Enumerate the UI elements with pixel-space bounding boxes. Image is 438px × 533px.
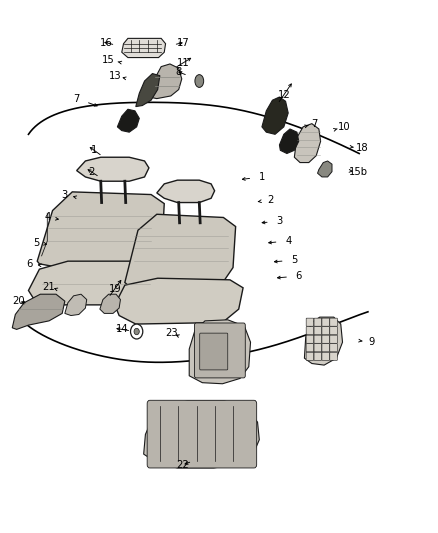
Text: 3: 3 (62, 190, 68, 199)
FancyBboxPatch shape (306, 344, 314, 352)
FancyBboxPatch shape (314, 327, 321, 335)
Polygon shape (279, 129, 299, 154)
Text: 20: 20 (12, 296, 25, 306)
Text: 9: 9 (368, 337, 374, 347)
Text: 1: 1 (91, 146, 97, 155)
Text: 4: 4 (44, 213, 50, 222)
FancyBboxPatch shape (314, 344, 321, 352)
FancyBboxPatch shape (330, 352, 337, 360)
Polygon shape (77, 157, 149, 181)
Circle shape (131, 324, 143, 339)
Text: 2: 2 (88, 167, 94, 176)
Polygon shape (304, 317, 343, 365)
Text: 1: 1 (259, 172, 265, 182)
Text: 16: 16 (99, 38, 113, 47)
Text: 23: 23 (166, 328, 178, 338)
Polygon shape (65, 294, 87, 316)
Polygon shape (125, 214, 236, 289)
Text: 7: 7 (74, 94, 80, 103)
Polygon shape (294, 124, 321, 163)
Polygon shape (122, 38, 166, 58)
Text: 5: 5 (33, 238, 39, 247)
Ellipse shape (195, 75, 204, 87)
Polygon shape (318, 161, 332, 177)
Text: 15: 15 (102, 55, 115, 64)
Text: 2: 2 (268, 195, 274, 205)
Polygon shape (189, 320, 251, 384)
Polygon shape (100, 294, 120, 313)
FancyBboxPatch shape (330, 344, 337, 352)
FancyBboxPatch shape (306, 327, 314, 335)
Polygon shape (157, 180, 215, 203)
Text: 15b: 15b (349, 167, 368, 176)
FancyBboxPatch shape (322, 327, 329, 335)
Text: 7: 7 (311, 119, 318, 128)
Text: 17: 17 (177, 38, 190, 47)
Polygon shape (149, 64, 182, 99)
FancyBboxPatch shape (314, 352, 321, 360)
Polygon shape (262, 97, 288, 134)
Polygon shape (28, 261, 171, 305)
Polygon shape (12, 294, 65, 329)
FancyBboxPatch shape (147, 400, 257, 468)
FancyBboxPatch shape (322, 335, 329, 343)
Polygon shape (37, 192, 164, 269)
Text: 13: 13 (109, 71, 121, 80)
Polygon shape (117, 109, 139, 132)
FancyBboxPatch shape (194, 323, 245, 378)
Text: 22: 22 (177, 460, 190, 470)
FancyBboxPatch shape (330, 335, 337, 343)
Text: 11: 11 (177, 58, 190, 68)
Text: 6: 6 (296, 271, 302, 281)
Polygon shape (136, 74, 160, 107)
Text: 18: 18 (357, 143, 369, 153)
Text: 4: 4 (285, 236, 291, 246)
FancyBboxPatch shape (306, 335, 314, 343)
FancyBboxPatch shape (322, 318, 329, 326)
FancyBboxPatch shape (322, 344, 329, 352)
FancyBboxPatch shape (314, 318, 321, 326)
Text: 8: 8 (176, 67, 182, 77)
Text: 19: 19 (108, 284, 121, 294)
Text: 14: 14 (116, 325, 128, 334)
FancyBboxPatch shape (306, 352, 314, 360)
Text: 6: 6 (27, 259, 33, 269)
Text: 5: 5 (291, 255, 297, 265)
FancyBboxPatch shape (322, 352, 329, 360)
FancyBboxPatch shape (330, 327, 337, 335)
Text: 10: 10 (338, 122, 350, 132)
FancyBboxPatch shape (306, 318, 314, 326)
FancyBboxPatch shape (200, 333, 228, 370)
FancyBboxPatch shape (314, 335, 321, 343)
Text: 3: 3 (276, 216, 283, 226)
Circle shape (134, 328, 139, 335)
Polygon shape (115, 278, 243, 324)
Text: 12: 12 (277, 90, 290, 100)
FancyBboxPatch shape (330, 318, 337, 326)
Text: 21: 21 (42, 282, 56, 292)
Polygon shape (144, 401, 259, 468)
